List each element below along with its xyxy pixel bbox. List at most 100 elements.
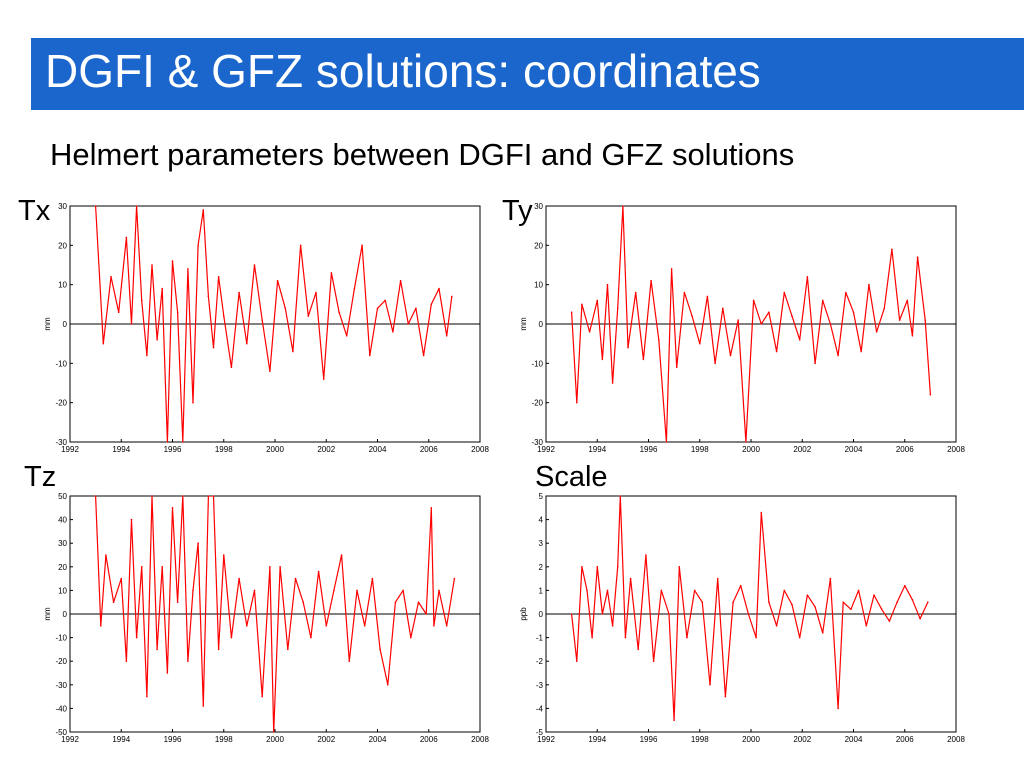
x-tick-label: 2008 [947, 735, 965, 744]
data-point [379, 648, 381, 651]
data-point [722, 307, 724, 310]
data-point [760, 323, 763, 325]
data-point [714, 362, 716, 365]
data-point [325, 625, 328, 627]
scale-chart: 1992 1994 1996 1998 2000 2002 2004 2006 2008 5 4 3 2… [519, 492, 965, 744]
data-point [678, 566, 681, 568]
data-point [880, 608, 883, 611]
data-point [105, 554, 107, 556]
x-tick-label: 2000 [742, 445, 760, 454]
data-point [791, 315, 793, 317]
y-axis-label: mm [519, 317, 528, 331]
x-tick-label: 1992 [61, 735, 79, 744]
data-point [829, 323, 832, 325]
x-tick-label: 2008 [471, 735, 489, 744]
data-point [310, 636, 312, 639]
series-line [571, 496, 929, 721]
x-tick-label: 1992 [61, 445, 79, 454]
data-point [601, 613, 604, 615]
y-tick-label: -3 [536, 681, 544, 690]
data-point [581, 303, 583, 306]
data-point [860, 350, 862, 353]
data-point [581, 566, 583, 568]
data-point [161, 566, 164, 568]
data-point [798, 636, 801, 639]
y-tick-label: 10 [58, 586, 67, 595]
data-point [619, 495, 622, 497]
data-point [171, 260, 174, 262]
data-point [737, 319, 739, 321]
data-point [176, 601, 179, 603]
data-point [616, 566, 619, 568]
data-point [888, 620, 891, 622]
data-point [207, 295, 210, 298]
y-tick-label: -20 [531, 399, 543, 408]
y-tick-label: -20 [55, 399, 67, 408]
data-point [102, 342, 105, 345]
x-tick-label: 2004 [845, 735, 863, 744]
x-tick-label: 2002 [317, 735, 335, 744]
data-point [634, 291, 637, 294]
data-point [693, 589, 696, 592]
x-tick-label: 1998 [691, 735, 709, 744]
data-point [606, 589, 609, 592]
data-point [384, 299, 386, 302]
data-point [806, 594, 809, 596]
data-point [361, 244, 363, 247]
y-axis-label: ppb [519, 607, 528, 621]
slide-subtitle: Helmert parameters between DGFI and GFZ … [50, 137, 795, 172]
data-point [238, 577, 240, 580]
data-point [369, 354, 371, 357]
x-tick-label: 1998 [215, 445, 233, 454]
data-point [837, 354, 839, 357]
data-point [768, 311, 770, 313]
x-tick-label: 1996 [164, 445, 182, 454]
data-point [903, 584, 906, 587]
y-tick-label: 0 [539, 320, 544, 329]
data-point [317, 570, 320, 573]
y-tick-label: -50 [55, 728, 67, 737]
y-tick-label: -30 [55, 681, 67, 690]
data-point [791, 603, 793, 606]
y-tick-label: -1 [536, 634, 544, 643]
data-point [279, 566, 281, 568]
data-point [606, 283, 609, 286]
data-point [660, 589, 663, 592]
x-tick-label: 2002 [793, 445, 811, 454]
data-point [821, 299, 824, 302]
y-tick-label: 30 [58, 539, 67, 548]
data-point [760, 511, 763, 514]
x-tick-label: 2000 [266, 445, 284, 454]
data-point [891, 248, 893, 251]
data-point [156, 338, 158, 341]
data-point [269, 566, 271, 568]
y-tick-label: -4 [536, 704, 544, 713]
y-tick-label: 3 [539, 539, 544, 548]
y-tick-label: -10 [531, 359, 543, 368]
data-point [852, 311, 855, 313]
data-point [292, 350, 294, 353]
data-point [837, 707, 839, 710]
data-point [445, 625, 448, 627]
data-point [616, 307, 619, 310]
data-point [117, 311, 120, 313]
data-point [438, 589, 440, 592]
y-tick-label: 20 [534, 241, 543, 250]
data-point [775, 625, 778, 627]
data-point [333, 589, 335, 592]
data-point [637, 648, 640, 651]
data-point [392, 331, 394, 333]
data-point [601, 358, 604, 361]
x-tick-label: 1992 [537, 735, 555, 744]
data-point [376, 307, 379, 310]
data-point [284, 307, 287, 310]
data-point [146, 354, 148, 357]
y-tick-label: 10 [58, 281, 67, 290]
y-tick-label: 10 [534, 281, 543, 290]
data-point [130, 323, 133, 325]
x-tick-label: 2008 [471, 445, 489, 454]
data-point [120, 577, 123, 580]
data-point [645, 554, 647, 556]
x-tick-label: 1998 [691, 445, 709, 454]
data-point [246, 625, 248, 627]
